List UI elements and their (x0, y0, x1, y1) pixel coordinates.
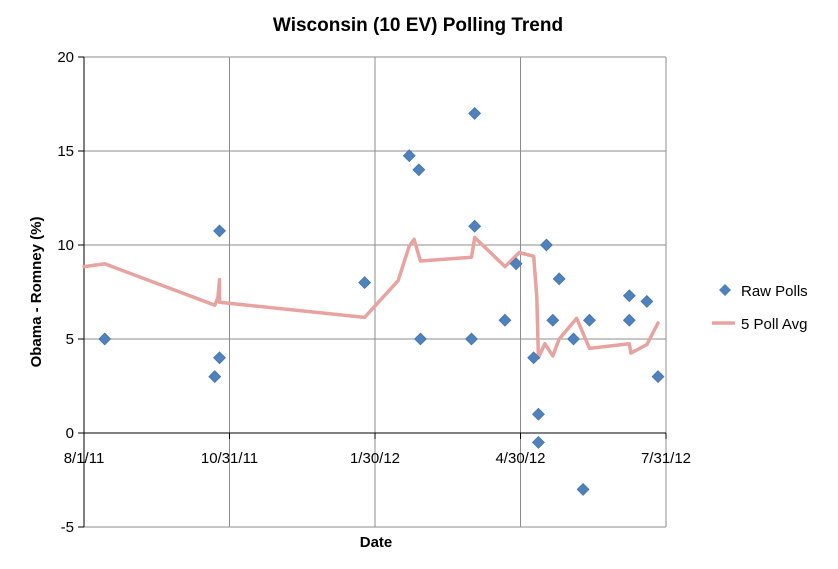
raw-poll-point (546, 313, 560, 327)
y-tick-label: 0 (66, 425, 74, 442)
axes (78, 56, 667, 528)
raw-poll-point (651, 370, 665, 384)
raw-poll-point (465, 332, 478, 346)
raw-poll-point (468, 106, 482, 120)
raw-poll-point (552, 272, 566, 286)
x-tick-label: 1/30/12 (350, 450, 400, 467)
legend-raw-polls-marker (719, 284, 731, 296)
legend: Raw Polls 5 Poll Avg (712, 283, 808, 333)
raw-poll-point (527, 351, 541, 365)
raw-poll-point (402, 149, 416, 163)
raw-poll-point (640, 294, 654, 308)
y-tick-label: 10 (57, 237, 74, 254)
series-5-poll-avg (82, 235, 660, 360)
raw-poll-point (213, 351, 226, 365)
raw-poll-point (539, 238, 553, 252)
y-tick-label: 15 (57, 143, 74, 160)
legend-5-poll-avg-label: 5 Poll Avg (741, 316, 807, 333)
y-tick-label: 5 (66, 331, 74, 348)
raw-poll-point (414, 332, 427, 346)
raw-poll-point (576, 482, 590, 496)
raw-poll-point (532, 435, 545, 449)
raw-poll-point (622, 289, 636, 303)
raw-poll-point (468, 219, 482, 233)
raw-poll-point (412, 163, 426, 177)
y-axis-title: Obama - Romney (%) (28, 217, 45, 368)
raw-poll-point (622, 313, 636, 327)
x-tick-label: 4/30/12 (495, 450, 545, 467)
raw-poll-point (358, 276, 372, 290)
raw-poll-point (532, 407, 545, 421)
x-tick-labels: 8/1/11 10/31/11 1/30/12 4/30/12 7/31/12 (64, 450, 691, 467)
raw-poll-point (98, 332, 112, 346)
x-tick-label: 7/31/12 (641, 450, 691, 467)
raw-poll-point (583, 313, 596, 327)
raw-poll-point (498, 313, 512, 327)
raw-poll-point (567, 332, 580, 346)
y-tick-label: -5 (61, 519, 74, 536)
x-tick-label: 10/31/11 (201, 450, 258, 467)
avg-line-path (82, 235, 660, 360)
x-axis-title: Date (360, 534, 393, 551)
x-tick-label: 8/1/11 (64, 450, 105, 467)
chart-title: Wisconsin (10 EV) Polling Trend (273, 15, 563, 36)
raw-poll-point (213, 224, 226, 238)
raw-poll-point (208, 370, 222, 384)
y-tick-labels: -5 0 5 10 15 20 (57, 49, 74, 536)
legend-raw-polls-label: Raw Polls (741, 283, 808, 300)
series-raw-polls (98, 106, 665, 496)
raw-poll-point (509, 257, 523, 271)
y-tick-label: 20 (57, 49, 74, 66)
